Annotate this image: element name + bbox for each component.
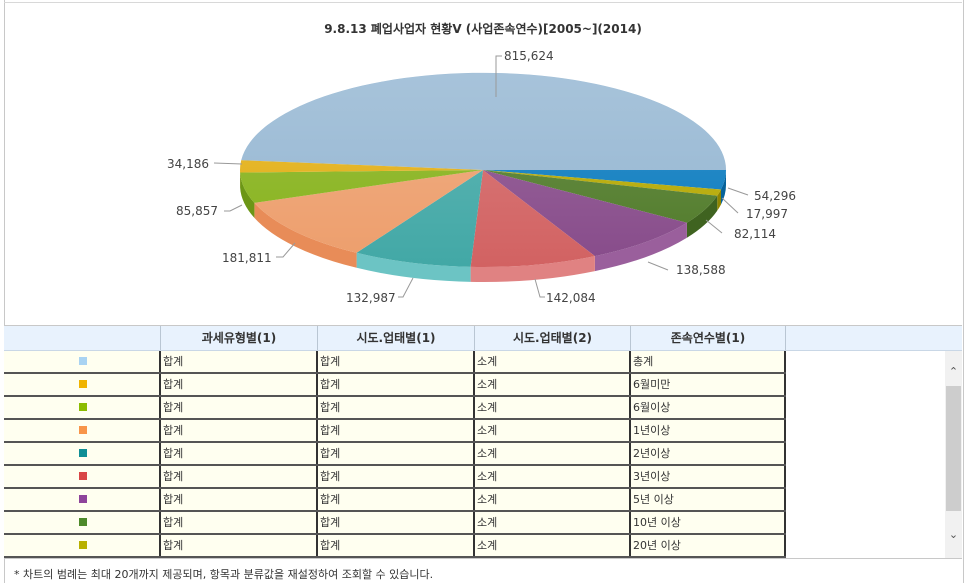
table-cell: 소계 bbox=[475, 374, 631, 395]
table-cell: 합계 bbox=[161, 397, 318, 418]
table-row[interactable]: 합계 합계 소계 총계 bbox=[4, 351, 786, 374]
table-row[interactable]: 합계 합계 소계 10년 이상 bbox=[4, 512, 786, 535]
svg-text:54,296: 54,296 bbox=[754, 189, 796, 203]
color-cell bbox=[4, 535, 161, 556]
color-cell bbox=[4, 489, 161, 510]
color-cell bbox=[4, 351, 161, 372]
data-labels: 815,624 54,296 17,997 82,114 138,588 142… bbox=[167, 49, 796, 305]
color-cell bbox=[4, 512, 161, 533]
table-row[interactable]: 합계 합계 소계 2년이상 bbox=[4, 443, 786, 466]
legend-swatch-icon bbox=[79, 518, 87, 526]
chart-title: 9.8.13 폐업사업자 현황Ⅴ (사업존속연수)[2005~](2014) bbox=[324, 22, 642, 36]
table-cell: 합계 bbox=[318, 466, 475, 487]
table-row[interactable]: 합계 합계 소계 6월이상 bbox=[4, 397, 786, 420]
table-cell: 총계 bbox=[631, 351, 786, 372]
table-cell: 10년 이상 bbox=[631, 512, 786, 533]
svg-text:85,857: 85,857 bbox=[176, 204, 218, 218]
legend-table: 과세유형별(1) 시도.업태별(1) 시도.업태별(2) 존속연수별(1) 합계… bbox=[4, 325, 962, 559]
table-cell: 소계 bbox=[475, 535, 631, 556]
table-cell: 합계 bbox=[161, 443, 318, 464]
table-cell: 합계 bbox=[318, 489, 475, 510]
svg-text:142,084: 142,084 bbox=[546, 291, 596, 305]
header-duration[interactable]: 존속연수별(1) bbox=[631, 326, 786, 350]
scroll-down-button[interactable]: ⌄ bbox=[945, 526, 962, 543]
table-body: 합계 합계 소계 총계 합계 합계 소계 6월미만 합계 합계 소계 6월이상 합계 합계 소계 1년이상 합계… bbox=[4, 351, 786, 558]
table-cell: 합계 bbox=[318, 420, 475, 441]
table-cell: 합계 bbox=[318, 374, 475, 395]
table-cell: 합계 bbox=[161, 351, 318, 372]
legend-swatch-icon bbox=[79, 357, 87, 365]
table-header: 과세유형별(1) 시도.업태별(1) 시도.업태별(2) 존속연수별(1) bbox=[4, 326, 962, 351]
scroll-thumb[interactable] bbox=[946, 386, 961, 511]
table-cell: 3년이상 bbox=[631, 466, 786, 487]
table-cell: 합계 bbox=[161, 466, 318, 487]
svg-text:181,811: 181,811 bbox=[222, 251, 272, 265]
table-cell: 합계 bbox=[318, 351, 475, 372]
table-cell: 합계 bbox=[161, 512, 318, 533]
svg-text:17,997: 17,997 bbox=[746, 207, 788, 221]
divider bbox=[4, 2, 962, 3]
svg-text:34,186: 34,186 bbox=[167, 157, 209, 171]
legend-swatch-icon bbox=[79, 403, 87, 411]
footnote: * 차트의 범례는 최대 20개까지 제공되며, 항목과 분류값을 재설정하여 … bbox=[14, 568, 434, 581]
table-cell: 6월이상 bbox=[631, 397, 786, 418]
table-cell: 소계 bbox=[475, 466, 631, 487]
table-cell: 소계 bbox=[475, 397, 631, 418]
table-cell: 소계 bbox=[475, 489, 631, 510]
header-region-2[interactable]: 시도.업태별(2) bbox=[475, 326, 631, 350]
legend-swatch-icon bbox=[79, 426, 87, 434]
table-row[interactable]: 합계 합계 소계 3년이상 bbox=[4, 466, 786, 489]
table-cell: 1년이상 bbox=[631, 420, 786, 441]
table-cell: 6월미만 bbox=[631, 374, 786, 395]
legend-swatch-icon bbox=[79, 472, 87, 480]
color-cell bbox=[4, 420, 161, 441]
table-cell: 20년 이상 bbox=[631, 535, 786, 556]
svg-text:138,588: 138,588 bbox=[676, 263, 726, 277]
table-cell: 합계 bbox=[318, 397, 475, 418]
chevron-down-icon: ⌄ bbox=[948, 528, 959, 541]
table-cell: 합계 bbox=[161, 489, 318, 510]
header-region-1[interactable]: 시도.업태별(1) bbox=[318, 326, 475, 350]
table-cell: 소계 bbox=[475, 512, 631, 533]
table-cell: 2년이상 bbox=[631, 443, 786, 464]
scroll-up-button[interactable]: ⌃ bbox=[945, 363, 962, 380]
table-cell: 합계 bbox=[161, 420, 318, 441]
svg-text:132,987: 132,987 bbox=[346, 291, 396, 305]
legend-swatch-icon bbox=[79, 495, 87, 503]
table-cell: 소계 bbox=[475, 443, 631, 464]
table-cell: 합계 bbox=[318, 512, 475, 533]
pie-sides bbox=[240, 170, 726, 283]
legend-swatch-icon bbox=[79, 380, 87, 388]
color-cell bbox=[4, 397, 161, 418]
chevron-up-icon: ⌃ bbox=[948, 365, 959, 378]
svg-text:815,624: 815,624 bbox=[504, 49, 554, 63]
table-row[interactable]: 합계 합계 소계 5년 이상 bbox=[4, 489, 786, 512]
table-cell: 합계 bbox=[161, 374, 318, 395]
color-cell bbox=[4, 443, 161, 464]
header-color bbox=[4, 326, 161, 350]
pie-slices bbox=[240, 72, 727, 268]
table-row[interactable]: 합계 합계 소계 1년이상 bbox=[4, 420, 786, 443]
scrollbar[interactable]: ⌃ ⌄ bbox=[945, 351, 962, 558]
table-cell: 합계 bbox=[318, 535, 475, 556]
svg-text:82,114: 82,114 bbox=[734, 227, 776, 241]
header-tax-type[interactable]: 과세유형별(1) bbox=[161, 326, 318, 350]
legend-swatch-icon bbox=[79, 449, 87, 457]
table-cell: 5년 이상 bbox=[631, 489, 786, 510]
color-cell bbox=[4, 374, 161, 395]
table-cell: 소계 bbox=[475, 420, 631, 441]
leader-lines bbox=[213, 55, 749, 298]
table-row[interactable]: 합계 합계 소계 20년 이상 bbox=[4, 535, 786, 558]
table-cell: 합계 bbox=[161, 535, 318, 556]
pie-chart: 815,624 54,296 17,997 82,114 138,588 142… bbox=[167, 49, 796, 305]
table-cell: 소계 bbox=[475, 351, 631, 372]
table-row[interactable]: 합계 합계 소계 6월미만 bbox=[4, 374, 786, 397]
chart-frame bbox=[4, 0, 964, 583]
table-cell: 합계 bbox=[318, 443, 475, 464]
color-cell bbox=[4, 466, 161, 487]
legend-swatch-icon bbox=[79, 541, 87, 549]
